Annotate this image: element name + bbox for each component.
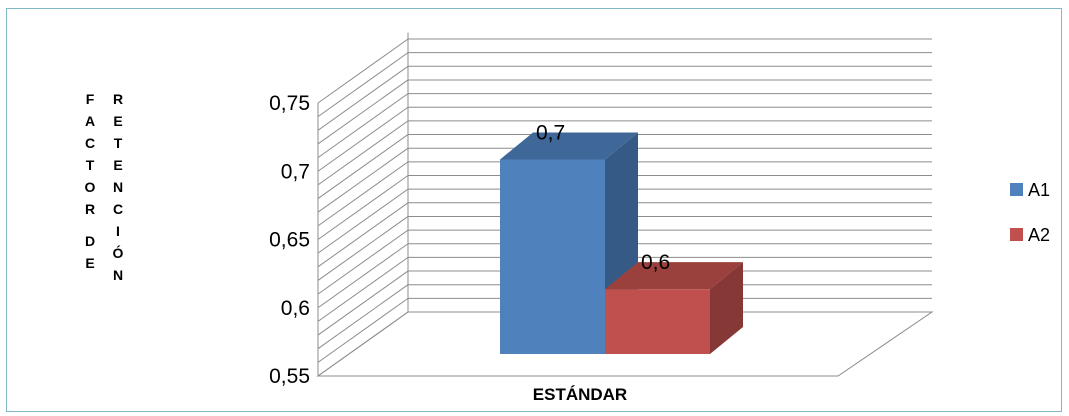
legend-swatch-A2 [1010, 228, 1023, 241]
gridline-side [317, 256, 409, 322]
gridline-side [317, 120, 409, 186]
gridline-side [317, 202, 409, 268]
y-axis-title-letter: O [85, 179, 96, 195]
gridline-side [317, 311, 409, 377]
bar-A1 [500, 159, 605, 354]
y-axis-title-letter: N [113, 179, 123, 195]
y-tick-labels: 0,55 0,6 0,65 0,7 0,75 [269, 92, 310, 388]
gridline-side [317, 188, 409, 254]
y-axis-title-letter: T [114, 135, 123, 151]
y-axis-title-letter: E [113, 113, 122, 129]
gridline-side [317, 297, 409, 363]
bars [500, 132, 743, 354]
y-axis-title-letter: R [85, 201, 95, 217]
gridline-side [317, 106, 409, 172]
y-axis-title-letter: D [85, 233, 95, 249]
bar-A2 [605, 289, 710, 354]
y-tick-label: 0,6 [281, 297, 310, 320]
bar-top-A2 [605, 262, 743, 290]
y-tick-label: 0,7 [281, 160, 310, 183]
y-axis-title-letter: N [113, 267, 123, 283]
y-axis-title-letter: C [113, 201, 123, 217]
gridline-side [317, 243, 409, 309]
gridline-side [317, 93, 409, 159]
legend-label-A2: A2 [1028, 225, 1050, 245]
gridline-side [317, 161, 409, 227]
gridline-side [317, 147, 409, 213]
gridline-side [317, 52, 409, 118]
x-category-label: ESTÁNDAR [533, 385, 627, 404]
bar-side-A2 [710, 262, 743, 354]
y-axis-title-letter: I [116, 223, 120, 239]
gridline-side [317, 216, 409, 281]
gridline-side [317, 175, 409, 240]
y-axis-title-letter: T [86, 157, 95, 173]
y-axis-title-letter: E [85, 255, 94, 271]
gridline-side [317, 270, 409, 336]
y-axis-title-letter: A [85, 113, 95, 129]
y-axis-title-letter: R [113, 91, 123, 107]
y-tick-label: 0,55 [269, 365, 310, 388]
data-labels: 0,7 0,6 [536, 121, 670, 274]
gridline-side [317, 284, 409, 350]
y-axis-title-letter: E [113, 157, 122, 173]
data-label-A1: 0,7 [536, 121, 565, 144]
gridline-side [317, 134, 409, 199]
y-tick-label: 0,65 [269, 229, 310, 252]
bar-top-A1 [500, 132, 638, 160]
gridline-side [317, 229, 409, 295]
y-axis-title-letter: Ó [113, 244, 124, 261]
y-axis-title-letter: C [85, 135, 95, 151]
legend: A1 A2 [1010, 180, 1050, 245]
legend-label-A1: A1 [1028, 180, 1050, 200]
gridline-side [317, 38, 409, 104]
gridline-side [317, 65, 409, 131]
y-tick-label: 0,75 [269, 92, 310, 115]
gridlines [317, 38, 932, 377]
y-axis-title-letter: F [86, 91, 95, 107]
gridline-side [317, 79, 409, 145]
legend-swatch-A1 [1010, 183, 1023, 196]
data-label-A2: 0,6 [641, 251, 670, 274]
